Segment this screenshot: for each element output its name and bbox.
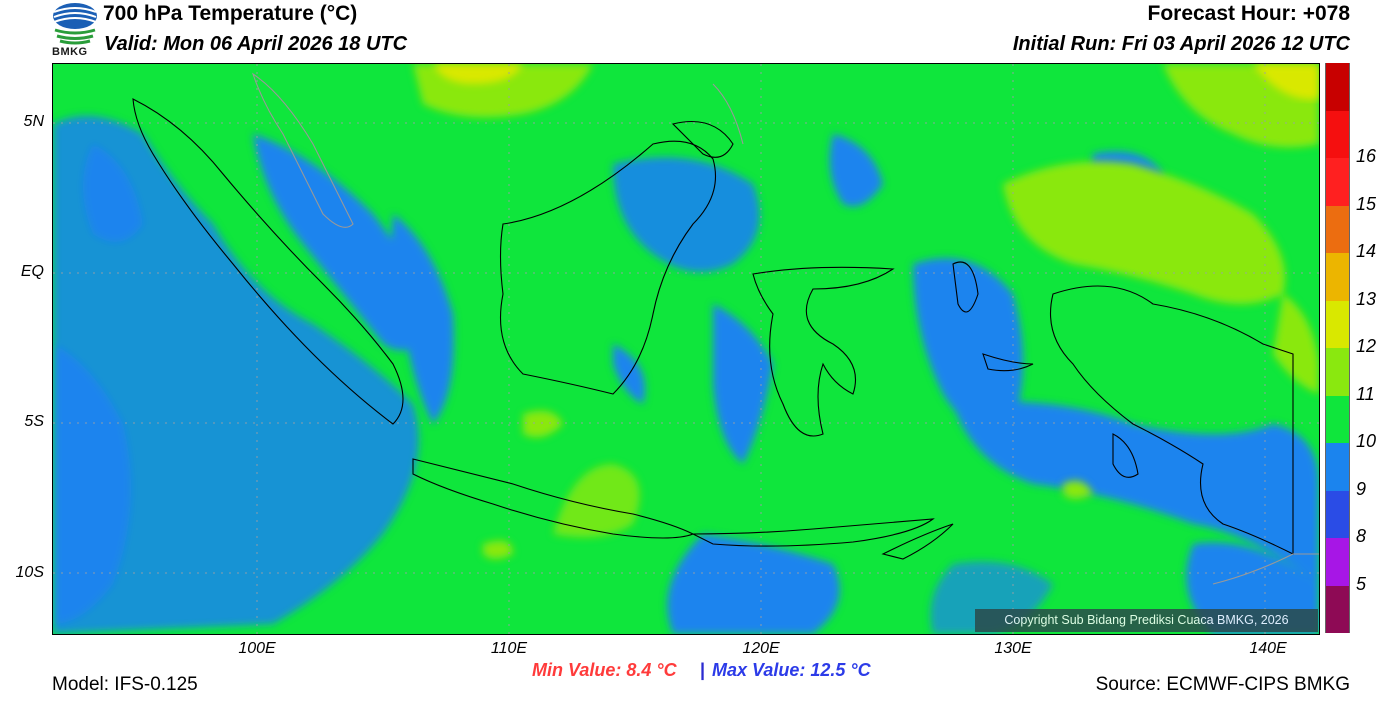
lon-label-120e: 120E (742, 640, 780, 657)
colorbar-label: 10 (1356, 431, 1377, 451)
source-label: Source: ECMWF-CIPS BMKG (1095, 674, 1350, 695)
lon-label-140e: 140E (1249, 640, 1287, 657)
colorbar-segment (1325, 443, 1350, 491)
colorbar-segment (1325, 253, 1350, 301)
colorbar-segment (1325, 395, 1350, 443)
bmkg-logo-icon (53, 3, 97, 45)
map-title: 700 hPa Temperature (°C) (103, 2, 358, 25)
colorbar-label: 12 (1356, 336, 1377, 356)
max-value: Max Value: 12.5 °C (712, 660, 871, 680)
initial-run: Initial Run: Fri 03 April 2026 12 UTC (1012, 33, 1350, 55)
colorbar-segment (1325, 585, 1350, 633)
lon-label-110e: 110E (490, 640, 528, 657)
lon-label-100e: 100E (238, 640, 276, 657)
colorbar-segment (1325, 348, 1350, 396)
lon-label-130e: 130E (994, 640, 1032, 657)
colorbar-label: 13 (1356, 288, 1377, 309)
colorbar-segment (1325, 205, 1350, 253)
colorbar-label: 8 (1356, 526, 1367, 546)
lat-label-eq: EQ (20, 263, 44, 280)
lat-label-5n: 5N (23, 113, 44, 130)
colorbar-segment (1325, 538, 1350, 586)
colorbar-label: 11 (1356, 383, 1375, 404)
model-label: Model: IFS-0.125 (52, 674, 198, 695)
logo-label: BMKG (52, 46, 88, 58)
colorbar-label: 5 (1356, 573, 1367, 594)
valid-time: Valid: Mon 06 April 2026 18 UTC (104, 33, 408, 55)
value-separator: | (700, 660, 706, 680)
lat-label-10s: 10S (15, 564, 44, 581)
temperature-map: Copyright Sub Bidang Prediksi Cuaca BMKG… (52, 63, 1320, 635)
min-value: Min Value: 8.4 °C (532, 660, 677, 680)
colorbar-segment (1325, 300, 1350, 348)
colorbar-label: 15 (1356, 193, 1377, 214)
colorbar-label: 16 (1356, 146, 1377, 166)
forecast-hour: Forecast Hour: +078 (1147, 2, 1351, 25)
colorbar-segment (1325, 110, 1350, 158)
colorbar-label: 9 (1356, 478, 1367, 499)
copyright-notice: Copyright Sub Bidang Prediksi Cuaca BMKG… (975, 609, 1318, 632)
colorbar-label: 14 (1356, 241, 1377, 261)
colorbar-segment (1325, 158, 1350, 206)
colorbar-segment (1325, 63, 1350, 111)
lat-label-5s: 5S (24, 413, 44, 430)
colorbar (1325, 63, 1350, 633)
colorbar-segment (1325, 490, 1350, 538)
